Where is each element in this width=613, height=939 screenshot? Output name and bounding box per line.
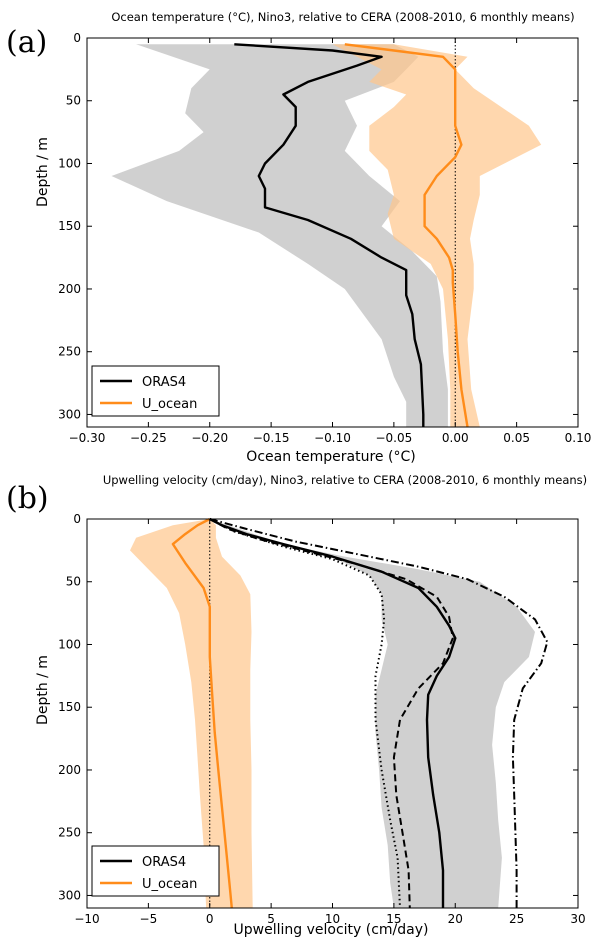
y-tick-label: 0: [73, 512, 81, 526]
x-tick-label: 0: [206, 912, 214, 926]
y-tick-label: 100: [58, 156, 81, 170]
x-tick-label: 0.00: [442, 431, 469, 445]
x-tick-label: 15: [386, 912, 401, 926]
panel-b-xlabel: Upwelling velocity (cm/day): [234, 922, 429, 938]
x-tick-label: −0.25: [130, 431, 167, 445]
y-tick-label: 250: [58, 826, 81, 840]
y-tick-label: 0: [73, 31, 81, 45]
panel-a-plot: −0.30 −0.25 −0.20 −0.15 −0.10 −0.05 0.00 0.05 0.…: [58, 31, 591, 445]
y-tick-label: 100: [58, 637, 81, 651]
legend-uocean-label: U_ocean: [142, 397, 197, 412]
x-tick-label: 5: [267, 912, 275, 926]
y-tick-label: 50: [66, 94, 81, 108]
y-tick-label: 50: [66, 575, 81, 589]
series-line-dotted: [209, 518, 401, 909]
y-tick-label: 300: [58, 888, 81, 902]
series-line-u-ocean: [171, 517, 233, 909]
band-oras4: [111, 44, 448, 428]
x-tick-label: 30: [570, 912, 585, 926]
panel-a-title: Ocean temperature (°C), Nino3, relative …: [111, 10, 574, 24]
panel-b-title: Upwelling velocity (cm/day), Nino3, rela…: [103, 473, 587, 487]
x-tick-label: −0.20: [191, 431, 228, 445]
panel-b-label: (b): [6, 481, 49, 516]
x-tick-label: −0.05: [375, 431, 412, 445]
panel-b-legend-box: [91, 845, 220, 897]
x-tick-label: −10: [74, 912, 99, 926]
panel-a-ylabel: Depth / m: [35, 137, 51, 207]
x-tick-label: −5: [140, 912, 158, 926]
x-tick-label: 0.10: [565, 431, 592, 445]
y-tick-label: 150: [58, 700, 81, 714]
x-tick-label: −0.30: [69, 431, 106, 445]
y-tick-label: 200: [58, 763, 81, 777]
y-tick-label: 200: [58, 282, 81, 296]
x-tick-label: 25: [509, 912, 524, 926]
legend-oras4-label: ORAS4: [142, 855, 186, 870]
x-tick-label: −0.15: [253, 431, 290, 445]
band-oras4: [209, 519, 536, 908]
y-tick-label: 150: [58, 219, 81, 233]
x-tick-label: 10: [325, 912, 340, 926]
panel-a-label: (a): [6, 25, 47, 60]
panel-a-legend: ORAS4 U_ocean: [91, 365, 220, 417]
y-tick-label: 300: [58, 407, 81, 421]
legend-oras4-label: ORAS4: [142, 375, 186, 390]
series-line-dashdot: [209, 518, 549, 908]
x-tick-label: 0.05: [503, 431, 530, 445]
legend-uocean-label: U_ocean: [142, 877, 197, 892]
series-line-dashed: [209, 518, 454, 909]
panel-b: (b) Upwelling velocity (cm/day), Nino3, …: [6, 473, 587, 938]
panel-a-xlabel: Ocean temperature (°C): [246, 449, 415, 465]
x-tick-label: 20: [448, 912, 463, 926]
series-line-u-ocean: [344, 43, 469, 428]
series-line-oras4: [209, 517, 457, 908]
panel-a-legend-box: [91, 365, 220, 417]
band-u-ocean: [332, 44, 542, 428]
y-tick-label: 250: [58, 345, 81, 359]
panel-a: (a) Ocean temperature (°C), Nino3, relat…: [6, 10, 591, 465]
x-tick-label: −0.10: [314, 431, 351, 445]
series-line-oras4: [234, 43, 425, 427]
panel-b-legend: ORAS4 U_ocean: [91, 845, 220, 897]
panel-b-ylabel: Depth / m: [35, 655, 51, 725]
